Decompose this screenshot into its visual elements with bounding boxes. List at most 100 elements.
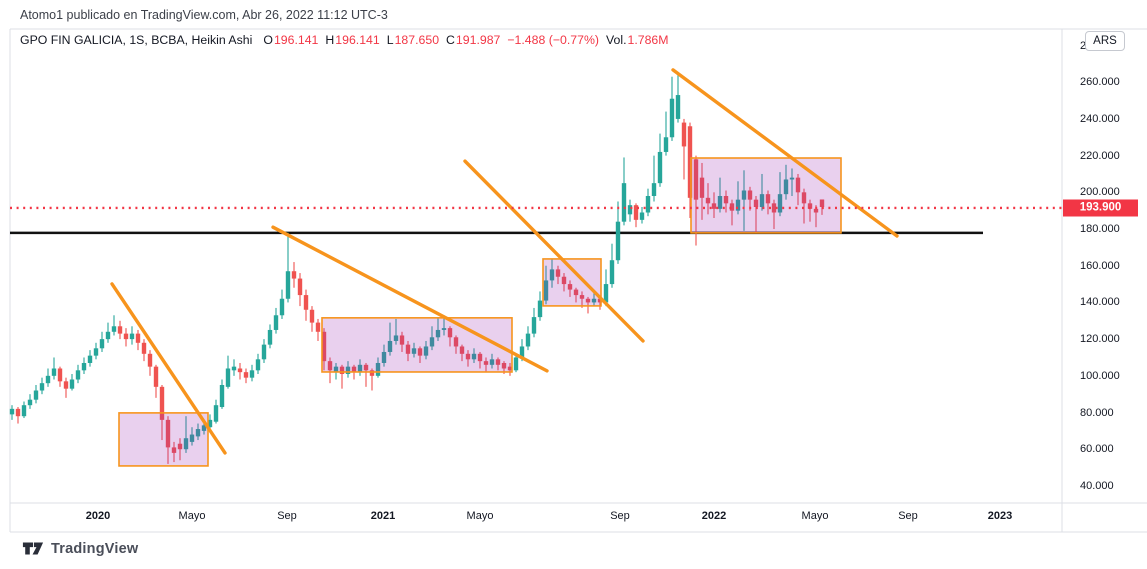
trendline: [110, 282, 227, 455]
candle-body: [459, 346, 465, 354]
candle-body: [123, 333, 129, 340]
time-axis-tick: Sep: [610, 510, 630, 522]
candle-body: [549, 269, 555, 281]
candle-body: [561, 276, 567, 285]
candle-body: [261, 344, 267, 360]
candle-body: [201, 425, 207, 431]
candle-body: [543, 280, 549, 301]
price-axis-tick: 100.000: [1080, 369, 1120, 382]
candle-body: [573, 289, 579, 296]
candle-body: [171, 447, 177, 453]
time-axis-tick: Mayo: [801, 510, 829, 522]
candle-body: [807, 203, 813, 209]
candle-body: [117, 326, 123, 334]
time-axis-tick: Mayo: [178, 510, 206, 522]
ohlc-open: O 196.141: [263, 33, 319, 47]
candle-body: [657, 151, 663, 184]
candle-body: [423, 346, 429, 356]
candle-body: [501, 362, 507, 369]
candle-body: [327, 361, 333, 371]
time-axis-tick: Sep: [898, 510, 918, 522]
candle-body: [369, 370, 375, 376]
candle-body: [669, 98, 675, 138]
candle-body: [651, 183, 657, 196]
candle-body: [69, 379, 75, 389]
volume: Vol. 1.786M: [605, 33, 669, 47]
candle-body: [579, 295, 585, 299]
candle-body: [417, 348, 423, 356]
trendline: [671, 68, 899, 238]
candle-body: [111, 326, 117, 332]
tradingview-logo-icon: [22, 542, 44, 555]
candle-body: [435, 329, 441, 338]
candle-body: [393, 335, 399, 341]
candle-body: [207, 419, 213, 428]
candle-body: [777, 194, 783, 213]
candle-body: [645, 195, 651, 213]
candle-body: [819, 199, 825, 208]
ohlc-low: L 187.650: [386, 33, 440, 47]
candle-body: [537, 300, 543, 318]
candle-body: [771, 203, 777, 213]
candle-body: [471, 353, 477, 360]
candle-body: [321, 331, 327, 362]
candle-body: [723, 195, 729, 204]
candle-body: [747, 190, 753, 200]
candle-body: [243, 372, 249, 378]
tradingview-watermark[interactable]: TradingView: [22, 539, 138, 558]
candle-body: [609, 260, 615, 285]
price-axis-tick: 140.000: [1080, 296, 1120, 309]
candle-body: [465, 353, 471, 360]
candle-body: [195, 429, 201, 437]
candle-body: [39, 383, 45, 391]
candle-body: [363, 364, 369, 371]
candle-body: [75, 370, 81, 380]
candle-body: [567, 284, 573, 290]
consolidation-box: [690, 157, 842, 234]
candle-body: [267, 329, 273, 345]
candle-body: [633, 205, 639, 220]
candle-body: [753, 199, 759, 208]
price-axis-tick: 220.000: [1080, 149, 1120, 162]
candle-body: [351, 366, 357, 373]
symbol-title: GPO FIN GALICIA, 1S, BCBA, Heikin Ashi: [20, 33, 253, 47]
trendline: [271, 225, 549, 373]
candle-body: [219, 385, 225, 408]
price-axis-tick: 160.000: [1080, 259, 1120, 272]
time-axis-tick: 2020: [85, 510, 111, 522]
time-axis-tick: 2023: [987, 510, 1013, 522]
candle-body: [399, 335, 405, 345]
candle-body: [705, 197, 711, 204]
candle-body: [153, 366, 159, 387]
candle-body: [717, 195, 723, 209]
consolidation-box: [542, 258, 602, 307]
candle-body: [273, 315, 279, 330]
candle-body: [141, 342, 147, 354]
time-axis-tick: 2022: [701, 510, 727, 522]
price-axis-tick: 40.000: [1080, 479, 1114, 492]
candle-body: [693, 159, 699, 200]
price-axis-tick: 200.000: [1080, 186, 1120, 199]
candle-body: [21, 405, 27, 417]
candle-body: [801, 192, 807, 204]
candle-body: [795, 177, 801, 193]
candle-body: [237, 368, 243, 373]
candle-body: [63, 381, 69, 389]
candle-body: [15, 408, 21, 417]
candle-body: [183, 438, 189, 450]
candle-body: [93, 348, 99, 356]
price-axis-tick: 240.000: [1080, 112, 1120, 125]
candle-body: [477, 353, 483, 362]
symbol-legend[interactable]: GPO FIN GALICIA, 1S, BCBA, Heikin Ashi O…: [20, 33, 669, 47]
candle-body: [711, 203, 717, 209]
candle-body: [489, 359, 495, 365]
candle-body: [525, 333, 531, 347]
trendline: [463, 159, 645, 343]
candle-body: [597, 298, 603, 303]
currency-button[interactable]: ARS: [1085, 31, 1125, 51]
candle-body: [531, 317, 537, 334]
time-axis-tick: 2021: [370, 510, 396, 522]
ohlc-close: C 191.987: [446, 33, 501, 47]
candle-body: [699, 177, 705, 198]
